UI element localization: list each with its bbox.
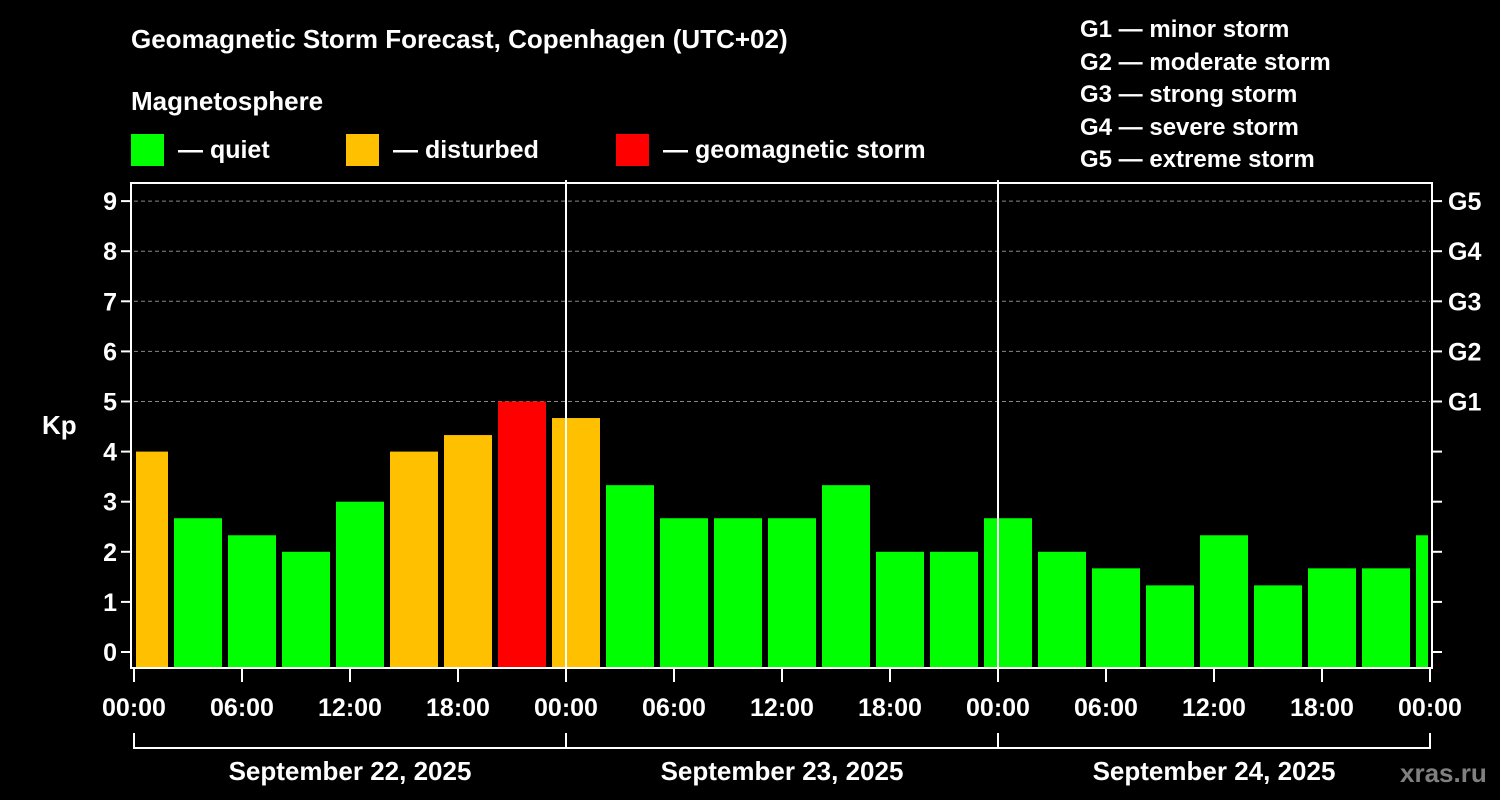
y-tick-label: 7 (103, 288, 117, 316)
y-tick-label: 0 (103, 639, 117, 667)
watermark: xras.ru (1400, 758, 1487, 788)
kp-bar (498, 401, 546, 668)
date-label: September 24, 2025 (1093, 756, 1336, 786)
x-tick-label: 06:00 (642, 694, 706, 722)
kp-bar (822, 485, 870, 668)
x-tick-label: 18:00 (858, 694, 922, 722)
date-label: September 22, 2025 (229, 756, 472, 786)
legend-label: — disturbed (393, 135, 539, 164)
x-tick-label: 12:00 (1182, 694, 1246, 722)
storm-level-label: G3 (1448, 288, 1481, 316)
storm-level-label: G4 (1448, 238, 1481, 266)
kp-bar (1254, 585, 1302, 668)
kp-bar (174, 518, 222, 668)
kp-bar (1092, 568, 1140, 668)
legend-label: — quiet (178, 135, 270, 164)
storm-level-label: G2 (1448, 338, 1481, 366)
kp-bar (1308, 568, 1356, 668)
y-tick-label: 1 (103, 589, 117, 617)
legend-quiet: — quiet (131, 134, 270, 166)
kp-bar (1200, 535, 1248, 668)
kp-bar (282, 551, 330, 668)
x-tick-label: 18:00 (426, 694, 490, 722)
y-tick-label: 6 (103, 338, 117, 366)
kp-bar (336, 501, 384, 668)
y-tick-label: 5 (103, 389, 117, 417)
y-tick-label: 8 (103, 238, 117, 266)
kp-bar (984, 518, 1032, 668)
x-tick-label: 00:00 (966, 694, 1030, 722)
kp-bar (714, 518, 762, 668)
storm-scale-item: G1 — minor storm (1080, 16, 1290, 43)
x-tick-label: 06:00 (210, 694, 274, 722)
legend-swatch-disturbed (346, 134, 379, 166)
kp-bar (660, 518, 708, 668)
kp-bar (228, 535, 276, 668)
storm-level-label: G5 (1448, 188, 1481, 216)
kp-bar (390, 451, 438, 668)
storm-scale-item: G2 — moderate storm (1080, 48, 1331, 76)
kp-bar (552, 418, 600, 668)
storm-scale-item: G3 — strong storm (1080, 81, 1298, 108)
x-tick-label: 12:00 (318, 694, 382, 722)
kp-bar (930, 551, 978, 668)
x-tick-label: 00:00 (102, 694, 166, 722)
storm-scale-item: G5 — extreme storm (1080, 146, 1315, 173)
x-tick-label: 12:00 (750, 694, 814, 722)
kp-bar (606, 485, 654, 668)
kp-bar (1362, 568, 1410, 668)
kp-bar (768, 518, 816, 668)
y-tick-label: 3 (103, 489, 117, 517)
x-tick-label: 06:00 (1074, 694, 1138, 722)
legend-swatch-storm (616, 134, 649, 166)
x-tick-label: 00:00 (534, 694, 598, 722)
legend-heading: Magnetosphere (131, 86, 324, 116)
y-tick-label: 4 (103, 439, 117, 467)
date-label: September 23, 2025 (661, 756, 904, 786)
storm-scale-item: G4 — severe storm (1080, 113, 1299, 141)
x-tick-label: 00:00 (1398, 694, 1462, 722)
legend-storm: — geomagnetic storm (616, 134, 926, 166)
storm-level-label: G1 (1448, 389, 1481, 417)
kp-bar (444, 435, 492, 668)
chart-title: Geomagnetic Storm Forecast, Copenhagen (… (131, 24, 788, 54)
y-tick-label: 9 (103, 188, 117, 216)
x-tick-label: 18:00 (1290, 694, 1354, 722)
y-tick-label: 2 (103, 539, 117, 567)
legend-swatch-quiet (131, 134, 164, 166)
kp-bar (1416, 535, 1428, 668)
y-axis-label: Kp (42, 410, 77, 440)
kp-bar (1038, 551, 1086, 668)
kp-bar (876, 551, 924, 668)
legend-label: — geomagnetic storm (663, 135, 926, 164)
storm-scale-legend: G1 — minor storm G2 — moderate storm G3 … (1080, 14, 1331, 177)
kp-bar (136, 451, 168, 668)
legend-disturbed: — disturbed (346, 134, 539, 166)
kp-bar (1146, 585, 1194, 668)
